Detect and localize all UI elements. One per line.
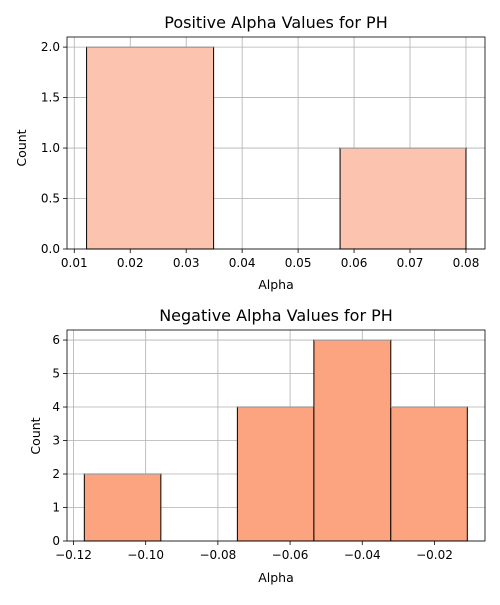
y-tick-label: 2 [52,467,60,481]
x-tick-label: −0.10 [127,548,164,562]
y-tick-label: 5 [52,367,60,381]
y-tick-label: 1.5 [41,91,60,105]
y-tick-label: 0.0 [41,242,60,256]
chart-title: Positive Alpha Values for PH [164,13,387,32]
positive-alpha-histogram: Positive Alpha Values for PH Alpha Count… [14,13,486,292]
histogram-bar [390,406,468,542]
x-axis-label: Alpha [258,277,294,292]
y-tick-label: 4 [52,400,60,414]
axes-frame [66,36,486,250]
y-tick-label: 2.0 [41,40,60,54]
x-tick-label: −0.08 [199,548,236,562]
histogram-bar [339,147,467,250]
negative-alpha-histogram: Negative Alpha Values for PH Alpha Count… [28,306,486,585]
y-axis-label: Count [14,129,29,166]
x-tick-label: 0.02 [117,256,144,270]
x-tick-label: −0.02 [416,548,453,562]
histogram-bar [86,46,215,250]
x-tick-label: 0.08 [453,256,480,270]
y-tick-label: 0.5 [41,192,60,206]
histogram-bar [236,406,315,542]
x-tick-label: 0.06 [341,256,368,270]
x-tick-label: −0.12 [55,548,92,562]
y-tick-label: 3 [52,434,60,448]
histogram-bar [313,339,392,542]
x-tick-label: 0.04 [229,256,256,270]
x-tick-label: 0.07 [397,256,424,270]
chart-title: Negative Alpha Values for PH [159,306,393,325]
x-tick-label: 0.05 [285,256,312,270]
x-tick-label: 0.03 [173,256,200,270]
y-tick-label: 1.0 [41,141,60,155]
x-axis-label: Alpha [258,570,294,585]
x-tick-label: −0.04 [344,548,381,562]
y-tick-label: 6 [52,333,60,347]
y-tick-label: 1 [52,501,60,515]
x-tick-label: −0.06 [272,548,309,562]
y-axis-label: Count [28,417,43,454]
x-tick-label: 0.01 [61,256,88,270]
histogram-bar [83,473,162,542]
axes-frame [66,329,486,542]
y-tick-label: 0 [52,534,60,548]
